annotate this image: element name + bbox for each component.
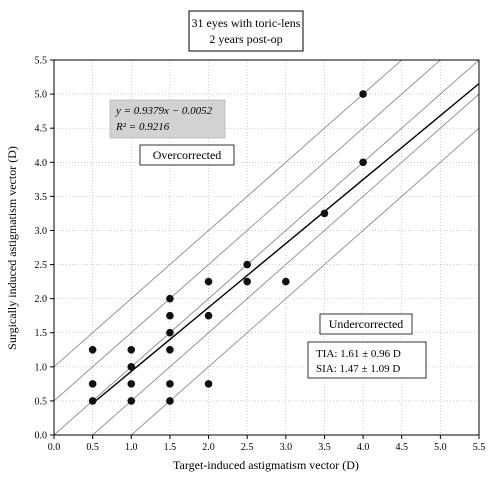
x-tick-label: 0.5 — [86, 442, 99, 453]
undercorrected-label: Undercorrected — [329, 317, 404, 331]
data-point — [88, 345, 97, 354]
y-axis-ticks: 0.0 0.5 1.0 1.5 2.0 2.5 3.0 3.5 4.0 4.5 5.0 5.5 — [35, 56, 54, 442]
data-point — [359, 90, 367, 98]
stats-box — [307, 341, 427, 379]
reference-line — [54, 60, 442, 402]
x-tick-label: 3.0 — [280, 442, 293, 453]
data-point — [88, 380, 97, 388]
data-point — [127, 397, 136, 405]
reference-line — [91, 93, 479, 435]
title-line-1: 31 eyes with toric-lens — [192, 16, 301, 30]
title-box — [188, 10, 304, 52]
reference-line — [54, 60, 479, 435]
data-point — [166, 397, 174, 405]
y-tick-label: 3.0 — [35, 226, 48, 237]
reference-line — [130, 127, 479, 435]
data-point — [166, 294, 174, 303]
regression-line — [92, 83, 479, 404]
stats-tia: TIA: 1.61 ± 0.96 D — [316, 348, 401, 360]
x-axis-ticks: 0.0 0.5 1.0 1.5 2.0 2.5 3.0 3.5 4.0 4.5 5.0 5.5 — [48, 435, 486, 453]
x-tick-label: 3.5 — [318, 442, 331, 453]
overcorrected-label: Overcorrected — [153, 148, 222, 162]
data-point — [166, 345, 174, 354]
y-tick-label: 3.5 — [35, 192, 48, 203]
y-tick-label: 0.0 — [35, 431, 48, 442]
data-point — [127, 380, 136, 388]
y-tick-label: 5.5 — [35, 56, 48, 67]
data-point — [204, 311, 213, 320]
equation-box — [109, 99, 226, 139]
data-point — [88, 397, 97, 405]
y-tick-label: 1.0 — [35, 362, 48, 373]
reference-lines — [54, 60, 479, 435]
data-point — [320, 209, 329, 218]
data-point — [243, 260, 251, 269]
x-tick-label: 1.0 — [125, 442, 138, 453]
undercorrected-box — [319, 313, 413, 335]
y-tick-label: 1.5 — [35, 328, 48, 339]
data-point — [127, 363, 136, 371]
data-point — [204, 380, 213, 388]
x-tick-label: 2.0 — [202, 442, 215, 453]
y-tick-label: 2.5 — [35, 260, 48, 271]
data-point — [359, 158, 367, 167]
data-point — [243, 277, 251, 286]
data-point — [127, 345, 136, 354]
y-tick-label: 4.0 — [35, 158, 48, 169]
x-tick-label: 4.0 — [357, 442, 370, 453]
x-tick-label: 4.5 — [395, 442, 408, 453]
equation-text: y = 0.9379x − 0.0052 — [115, 105, 213, 117]
regression-line-group — [92, 83, 479, 404]
data-point — [204, 277, 213, 286]
x-tick-label: 0.0 — [48, 442, 61, 453]
data-point — [166, 328, 174, 337]
title-line-2: 2 years post-op — [209, 32, 282, 46]
data-points — [88, 90, 367, 405]
y-tick-label: 0.5 — [35, 396, 48, 407]
x-tick-label: 5.5 — [473, 442, 486, 453]
x-tick-label: 5.0 — [434, 442, 447, 453]
reference-line — [54, 60, 403, 368]
plot-frame — [53, 59, 480, 436]
y-tick-label: 2.0 — [35, 294, 48, 305]
y-tick-label: 4.5 — [35, 124, 48, 135]
x-axis-label: Target-induced astigmatism vector (D) — [173, 458, 359, 472]
overcorrected-box — [139, 144, 235, 166]
y-axis-label: Surgically induced astigmatism vector (D… — [5, 146, 19, 350]
r-squared-text: R² = 0.9216 — [115, 121, 170, 133]
y-tick-label: 5.0 — [35, 90, 48, 101]
data-point — [166, 380, 174, 388]
x-tick-label: 1.5 — [164, 442, 177, 453]
stats-sia: SIA: 1.47 ± 1.09 D — [316, 363, 400, 375]
data-point — [282, 277, 290, 286]
data-point — [166, 311, 174, 320]
x-tick-label: 2.5 — [241, 442, 254, 453]
